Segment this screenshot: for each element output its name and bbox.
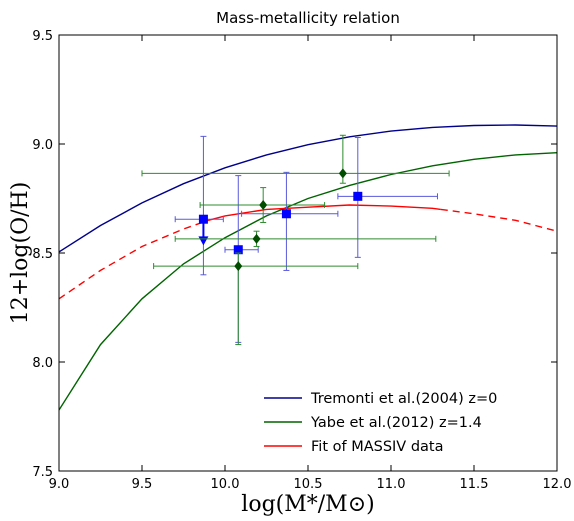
series-line-2	[208, 204, 441, 221]
data-point-square-1	[224, 175, 259, 343]
diamond-marker	[252, 233, 261, 244]
x-axis-label: log(M*/M⊙)	[241, 492, 374, 517]
y-tick-label: 9.0	[32, 138, 53, 153]
chart-title: Mass-metallicity relation	[216, 9, 400, 27]
square-marker	[353, 191, 363, 201]
upper-limit-arrow-head	[198, 236, 209, 246]
x-tick-label: 9.5	[132, 477, 153, 492]
x-tick-label: 9.0	[49, 477, 70, 492]
y-tick-label: 8.0	[32, 356, 53, 371]
data-point-diamond-2	[199, 187, 326, 223]
diamond-marker	[259, 200, 268, 211]
data-point-square-3	[337, 136, 438, 258]
x-tick-label: 10.5	[294, 477, 323, 492]
y-tick-label: 9.5	[32, 29, 53, 44]
diamond-marker	[234, 261, 243, 272]
x-tick-label: 11.5	[460, 477, 489, 492]
square-marker	[198, 214, 208, 224]
data-point-diamond-3	[141, 134, 450, 184]
y-tick-label: 8.5	[32, 247, 53, 262]
data-point-diamond-1	[174, 230, 437, 247]
x-tick-label: 11.0	[377, 477, 406, 492]
data-point-square-2	[241, 171, 339, 271]
plot-area	[59, 124, 557, 411]
series-line-2-dashed-low	[59, 219, 209, 300]
legend-label: Fit of MASSIV data	[311, 439, 444, 455]
x-tick-label: 10.0	[211, 477, 240, 492]
axes: 9.0 9.5 10.0 10.5 11.0 11.5 12.0 7.5 8.0 8.5 9.0 9.…	[32, 29, 571, 492]
y-axis-label: 12+log(O/H)	[8, 182, 33, 325]
diamond-marker	[338, 168, 347, 179]
legend-label: Yabe et al.(2012) z=1.4	[310, 415, 482, 431]
series-line-0	[59, 124, 557, 253]
square-marker	[281, 209, 291, 219]
series-line-2-dashed-high	[440, 208, 557, 232]
square-marker	[233, 245, 243, 255]
y-tick-label: 7.5	[32, 465, 53, 480]
data-point-diamond-0	[153, 252, 359, 346]
x-tick-label: 12.0	[543, 477, 572, 492]
legend-label: Tremonti et al.(2004) z=0	[310, 391, 497, 407]
legend: Tremonti et al.(2004) z=0 Yabe et al.(201…	[264, 391, 497, 455]
series-line-1	[59, 152, 557, 411]
